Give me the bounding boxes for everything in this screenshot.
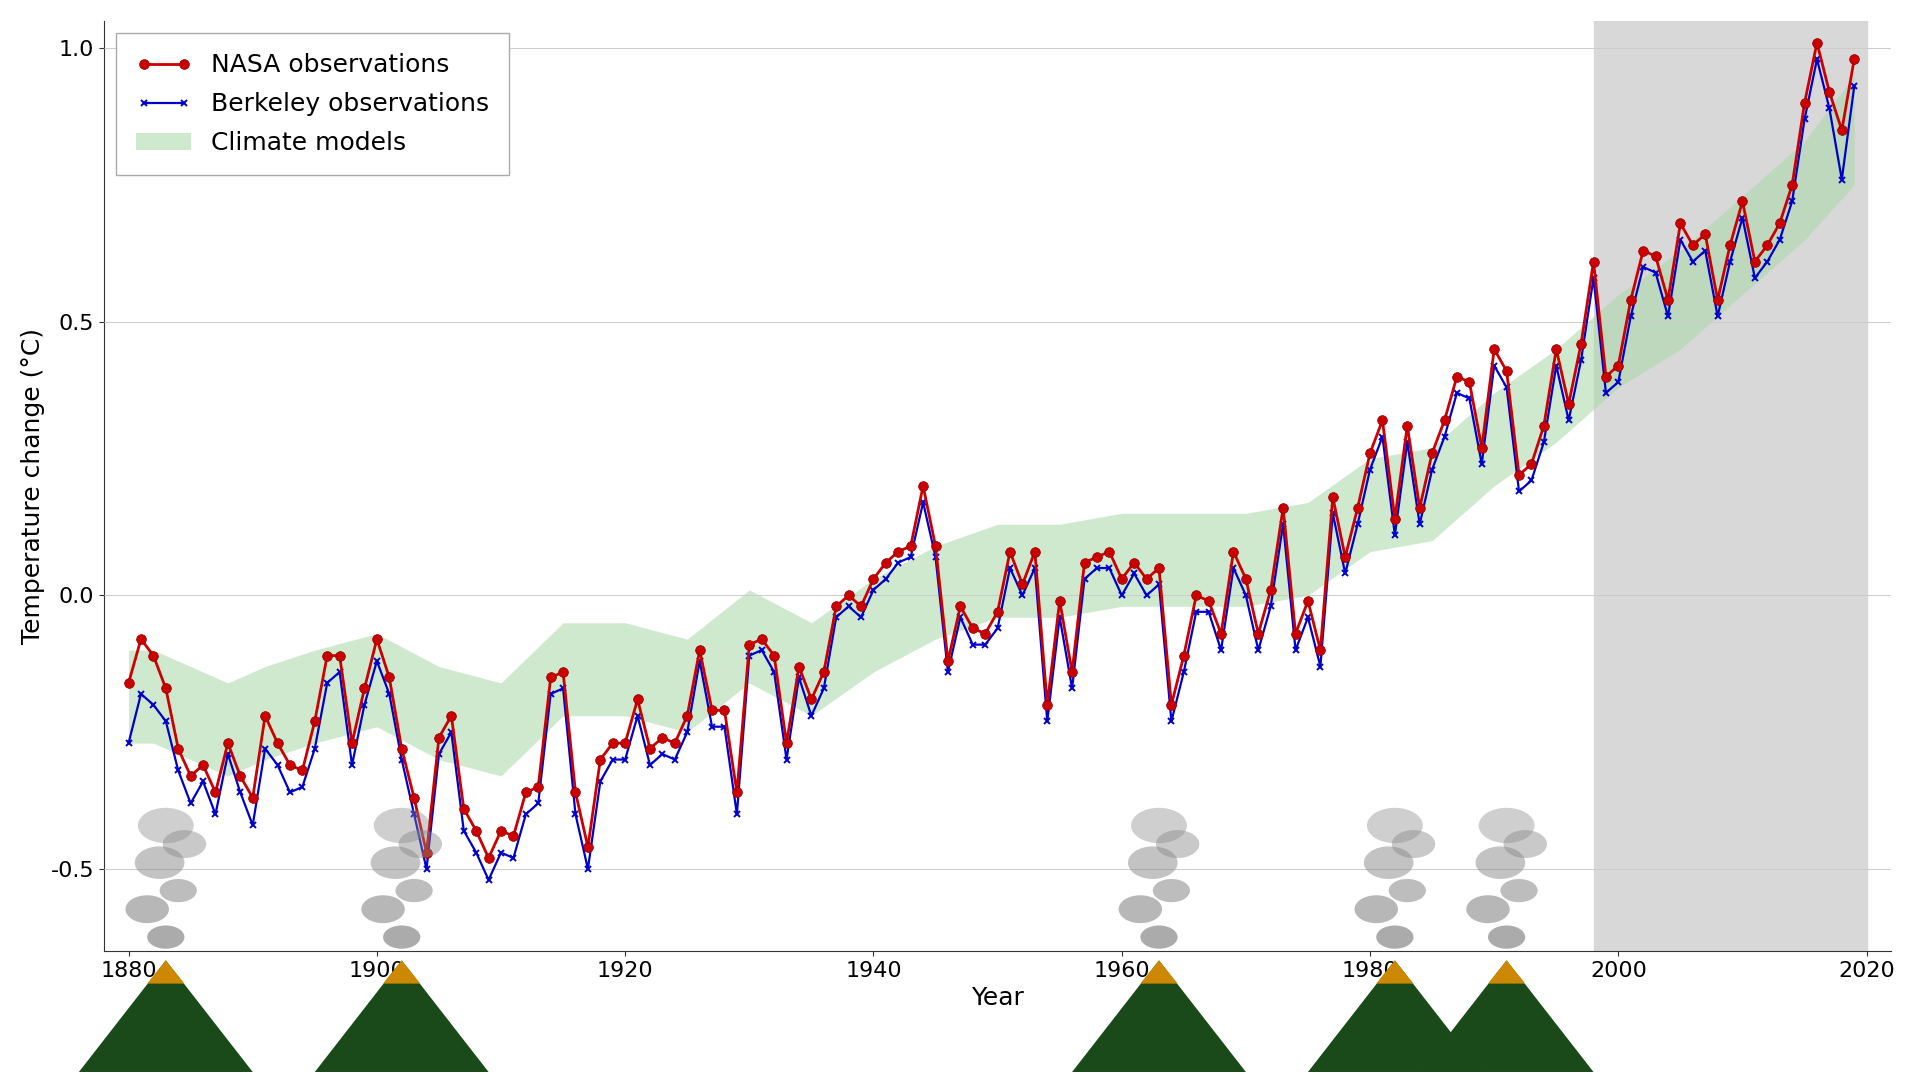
Ellipse shape	[148, 926, 184, 948]
Ellipse shape	[1152, 879, 1190, 902]
Ellipse shape	[159, 879, 198, 902]
Ellipse shape	[1377, 926, 1413, 948]
Ellipse shape	[1354, 895, 1398, 923]
NASA observations	[987, 605, 1010, 618]
Berkeley observations	[179, 797, 202, 810]
Berkeley observations	[428, 747, 451, 760]
Ellipse shape	[1367, 808, 1423, 843]
NASA observations	[476, 851, 499, 864]
Ellipse shape	[361, 895, 405, 923]
PathPatch shape	[1419, 960, 1594, 1072]
NASA observations	[849, 599, 872, 612]
Ellipse shape	[384, 926, 420, 948]
Ellipse shape	[1476, 847, 1524, 879]
Berkeley observations	[290, 781, 313, 794]
Berkeley observations	[1805, 53, 1828, 66]
Ellipse shape	[1467, 895, 1509, 923]
Berkeley observations	[987, 622, 1010, 635]
NASA observations	[428, 731, 451, 744]
Ellipse shape	[1156, 831, 1200, 858]
Ellipse shape	[371, 847, 420, 879]
Ellipse shape	[1392, 831, 1436, 858]
NASA observations	[290, 764, 313, 777]
PathPatch shape	[148, 960, 184, 984]
Ellipse shape	[1503, 831, 1548, 858]
Ellipse shape	[1140, 926, 1177, 948]
PathPatch shape	[79, 960, 253, 1072]
NASA observations	[217, 737, 240, 750]
PathPatch shape	[384, 960, 420, 984]
Berkeley observations	[1843, 80, 1866, 93]
PathPatch shape	[1071, 960, 1246, 1072]
Ellipse shape	[138, 808, 194, 843]
Berkeley observations	[217, 747, 240, 760]
NASA observations	[1805, 37, 1828, 50]
Berkeley observations	[849, 611, 872, 624]
Ellipse shape	[1500, 879, 1538, 902]
Berkeley observations	[117, 737, 140, 750]
NASA observations	[179, 769, 202, 782]
Legend: NASA observations, Berkeley observations, Climate models: NASA observations, Berkeley observations…	[117, 33, 509, 175]
Ellipse shape	[125, 895, 169, 923]
Ellipse shape	[1478, 808, 1534, 843]
Ellipse shape	[1119, 895, 1162, 923]
Ellipse shape	[1488, 926, 1524, 948]
PathPatch shape	[315, 960, 488, 1072]
Bar	[1594, 21, 1866, 951]
Ellipse shape	[374, 808, 430, 843]
X-axis label: Year: Year	[972, 986, 1023, 1010]
PathPatch shape	[1308, 960, 1482, 1072]
Ellipse shape	[163, 831, 205, 858]
Ellipse shape	[1131, 808, 1187, 843]
Ellipse shape	[1127, 847, 1177, 879]
Berkeley observations	[476, 874, 499, 887]
Ellipse shape	[396, 879, 432, 902]
PathPatch shape	[1377, 960, 1413, 984]
Line: NASA observations: NASA observations	[123, 38, 1859, 863]
Line: Berkeley observations: Berkeley observations	[125, 56, 1859, 883]
Ellipse shape	[399, 831, 442, 858]
PathPatch shape	[1488, 960, 1524, 984]
PathPatch shape	[1140, 960, 1177, 984]
NASA observations	[117, 676, 140, 689]
Y-axis label: Temperature change (°C): Temperature change (°C)	[21, 328, 44, 644]
Ellipse shape	[1388, 879, 1427, 902]
NASA observations	[1843, 53, 1866, 66]
Ellipse shape	[134, 847, 184, 879]
Ellipse shape	[1363, 847, 1413, 879]
